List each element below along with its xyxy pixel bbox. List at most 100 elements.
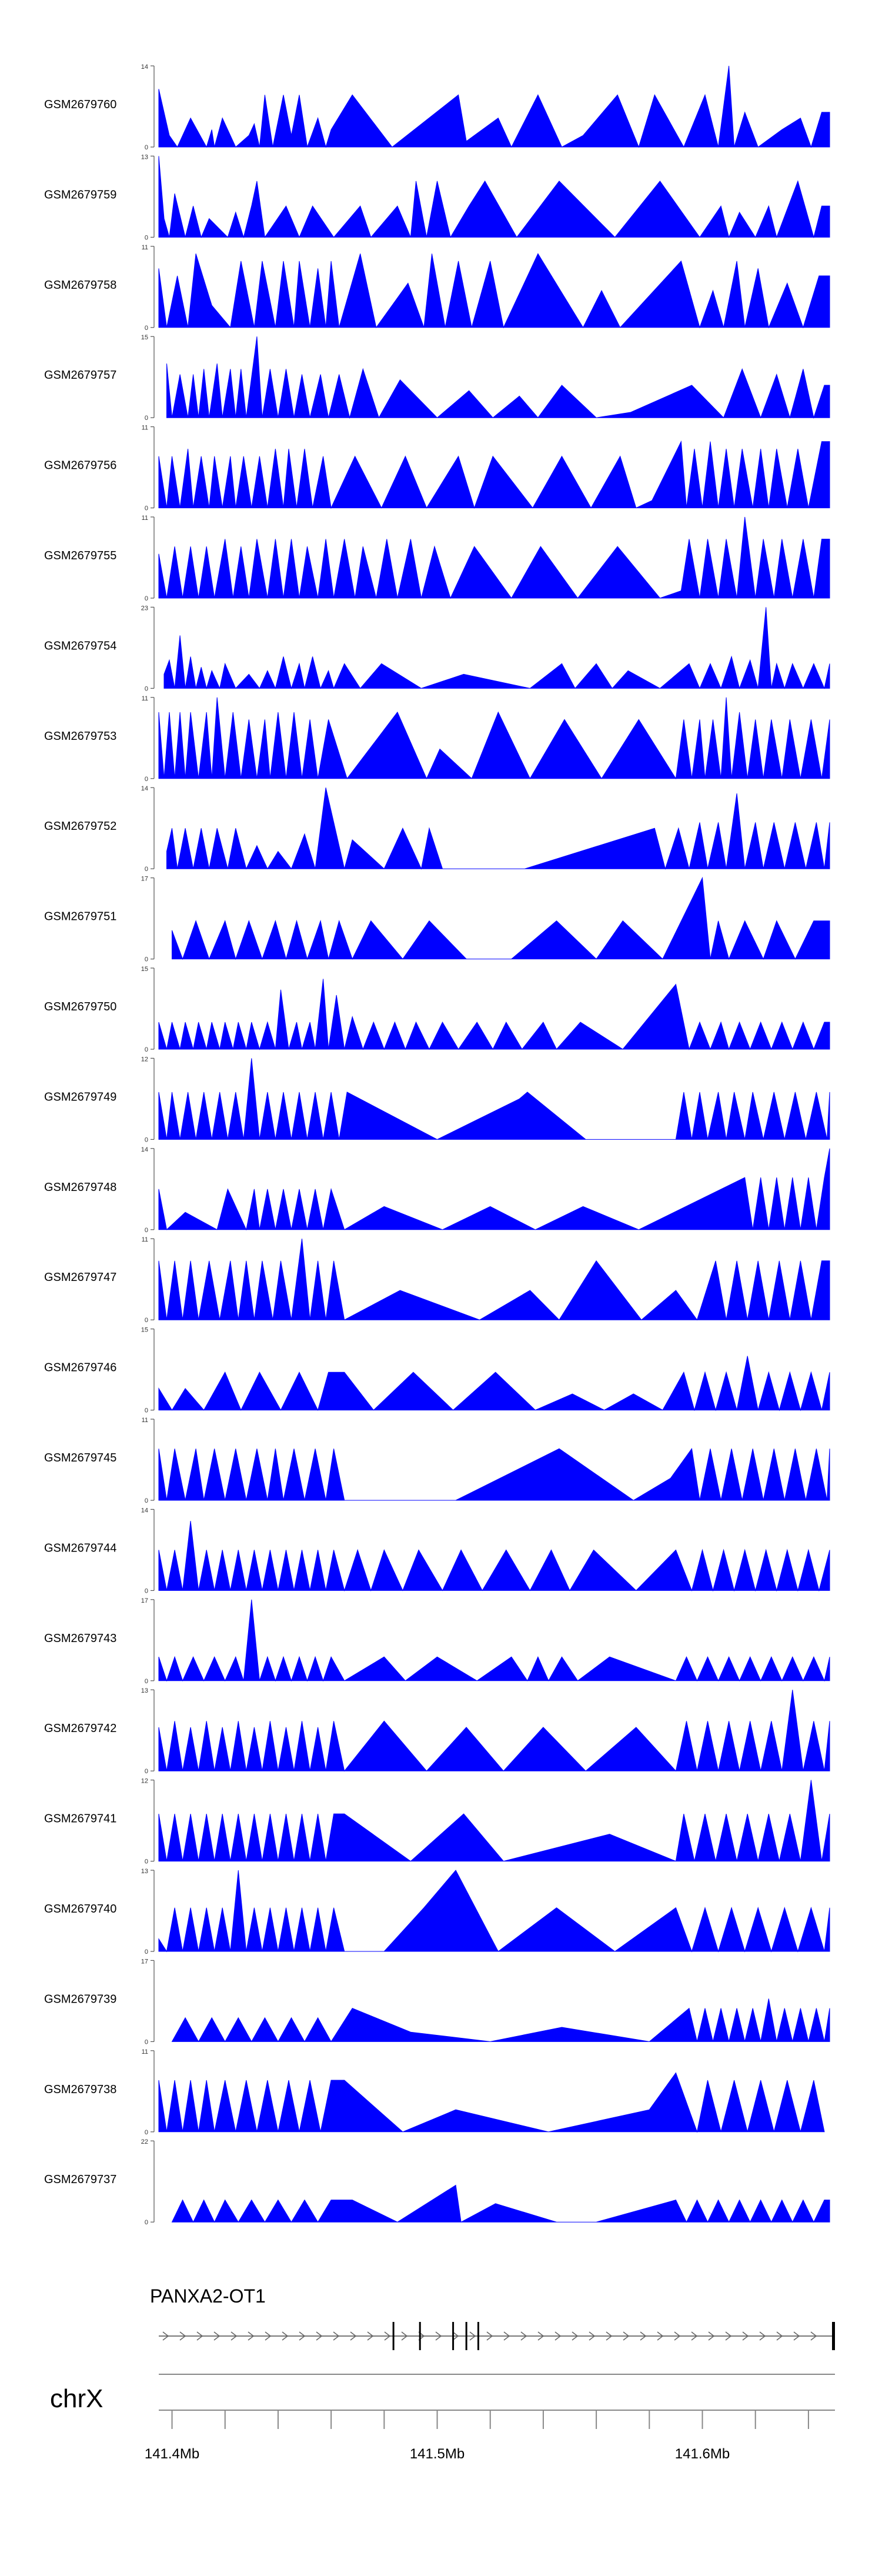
track-label: GSM2679738	[44, 2083, 116, 2096]
track-GSM2679755: GSM2679755 11 0	[44, 515, 830, 602]
track-label: GSM2679742	[44, 1722, 116, 1735]
y-tick-label-zero: 0	[145, 234, 148, 241]
y-tick-label-zero: 0	[145, 505, 148, 512]
y-tick-label-max: 11	[142, 2048, 148, 2056]
exon	[392, 2322, 395, 2350]
strand-arrow	[350, 2331, 357, 2341]
strand-arrow	[606, 2331, 613, 2341]
coverage-area	[158, 697, 830, 780]
coverage-area	[158, 156, 830, 239]
y-tick-label-zero: 0	[145, 144, 148, 151]
strand-arrow	[469, 2331, 476, 2341]
strand-arrow	[486, 2331, 493, 2341]
strand-arrow	[316, 2331, 323, 2341]
y-tick-label-zero: 0	[145, 2219, 148, 2226]
y-tick-label-max: 23	[141, 605, 148, 612]
strand-arrow	[708, 2331, 715, 2341]
track-GSM2679744: GSM2679744 14 0	[44, 1507, 830, 1594]
y-tick-label-max: 11	[142, 1417, 148, 1424]
strand-arrow	[213, 2331, 220, 2341]
y-tick-label-zero: 0	[145, 685, 148, 692]
track-GSM2679754: GSM2679754 23 0	[44, 605, 830, 692]
track-label: GSM2679744	[44, 1541, 116, 1554]
y-tick-label-zero: 0	[145, 956, 148, 963]
coverage-area	[171, 1998, 830, 2043]
track-label: GSM2679740	[44, 1903, 116, 1916]
exon	[452, 2322, 455, 2350]
track-GSM2679760: GSM2679760 14 0	[44, 64, 830, 151]
coverage-area	[158, 440, 830, 509]
y-tick-label-max: 15	[141, 1327, 148, 1334]
coverage-area	[166, 336, 830, 419]
strand-arrow	[554, 2331, 562, 2341]
axis-tick-label: 141.5Mb	[410, 2446, 465, 2462]
coverage-area	[158, 253, 830, 329]
coverage-area	[158, 1447, 830, 1501]
coverage-area	[158, 1690, 830, 1772]
coverage-area	[158, 1356, 830, 1412]
track-label: GSM2679757	[44, 369, 116, 382]
track-GSM2679759: GSM2679759 13 0	[44, 154, 830, 241]
strand-arrow	[776, 2331, 783, 2341]
coverage-area	[158, 1058, 830, 1140]
exon	[419, 2322, 421, 2350]
track-GSM2679753: GSM2679753 11 0	[44, 695, 830, 783]
strand-arrow	[572, 2331, 579, 2341]
y-tick-label-max: 13	[141, 1868, 148, 1875]
track-label: GSM2679748	[44, 1181, 116, 1194]
strand-arrow	[742, 2331, 749, 2341]
strand-arrow	[435, 2331, 442, 2341]
track-label: GSM2679743	[44, 1632, 116, 1645]
y-tick-label-max: 14	[141, 64, 148, 71]
strand-arrow	[810, 2331, 817, 2341]
y-tick-label-zero: 0	[145, 1046, 148, 1053]
track-label: GSM2679754	[44, 639, 116, 652]
y-tick-label-max: 17	[141, 1958, 148, 1965]
y-tick-label-zero: 0	[145, 1858, 148, 1866]
coverage-area	[171, 2184, 830, 2223]
track-GSM2679738: GSM2679738 11 0	[44, 2048, 825, 2136]
track-label: GSM2679758	[44, 279, 116, 292]
track-label: GSM2679739	[44, 1993, 116, 2006]
chromosome-label: chrX	[50, 2384, 103, 2413]
strand-arrow	[333, 2331, 340, 2341]
y-tick-label-zero: 0	[145, 1227, 148, 1234]
y-tick-label-max: 15	[141, 966, 148, 973]
track-label: GSM2679745	[44, 1451, 116, 1464]
strand-arrow	[179, 2331, 186, 2341]
y-tick-label-max: 15	[141, 334, 148, 341]
y-tick-label-max: 11	[142, 515, 148, 522]
strand-arrow	[520, 2331, 527, 2341]
y-tick-label-max: 12	[141, 1778, 148, 1785]
y-tick-label-zero: 0	[145, 1497, 148, 1504]
y-tick-label-max: 12	[141, 1056, 148, 1063]
track-GSM2679752: GSM2679752 14 0	[44, 785, 830, 873]
track-GSM2679748: GSM2679748 14 0	[44, 1146, 830, 1234]
y-tick-label-zero: 0	[145, 2038, 148, 2046]
strand-arrow	[657, 2331, 664, 2341]
strand-arrow	[230, 2331, 238, 2341]
track-GSM2679739: GSM2679739 17 0	[44, 1958, 830, 2046]
gene-label: PANXA2-OT1	[150, 2285, 266, 2307]
strand-arrow	[623, 2331, 630, 2341]
strand-arrow	[248, 2331, 255, 2341]
track-label: GSM2679752	[44, 820, 116, 833]
coverage-area	[158, 1780, 830, 1862]
exon	[477, 2322, 479, 2350]
strand-arrow	[299, 2331, 306, 2341]
strand-arrow	[759, 2331, 766, 2341]
y-tick-label-max: 13	[141, 1687, 148, 1694]
axis-tick-label: 141.4Mb	[145, 2446, 199, 2462]
strand-arrow	[282, 2331, 289, 2341]
track-GSM2679740: GSM2679740 13 0	[44, 1868, 830, 1956]
coverage-area	[158, 1599, 830, 1682]
y-tick-label-max: 14	[141, 1507, 148, 1514]
strand-arrow	[674, 2331, 681, 2341]
track-GSM2679749: GSM2679749 12 0	[44, 1056, 830, 1143]
y-tick-label-zero: 0	[145, 1678, 148, 1685]
coverage-area	[166, 788, 830, 870]
track-GSM2679750: GSM2679750 15 0	[44, 966, 830, 1053]
y-tick-label-zero: 0	[145, 415, 148, 422]
strand-arrow	[384, 2331, 391, 2341]
